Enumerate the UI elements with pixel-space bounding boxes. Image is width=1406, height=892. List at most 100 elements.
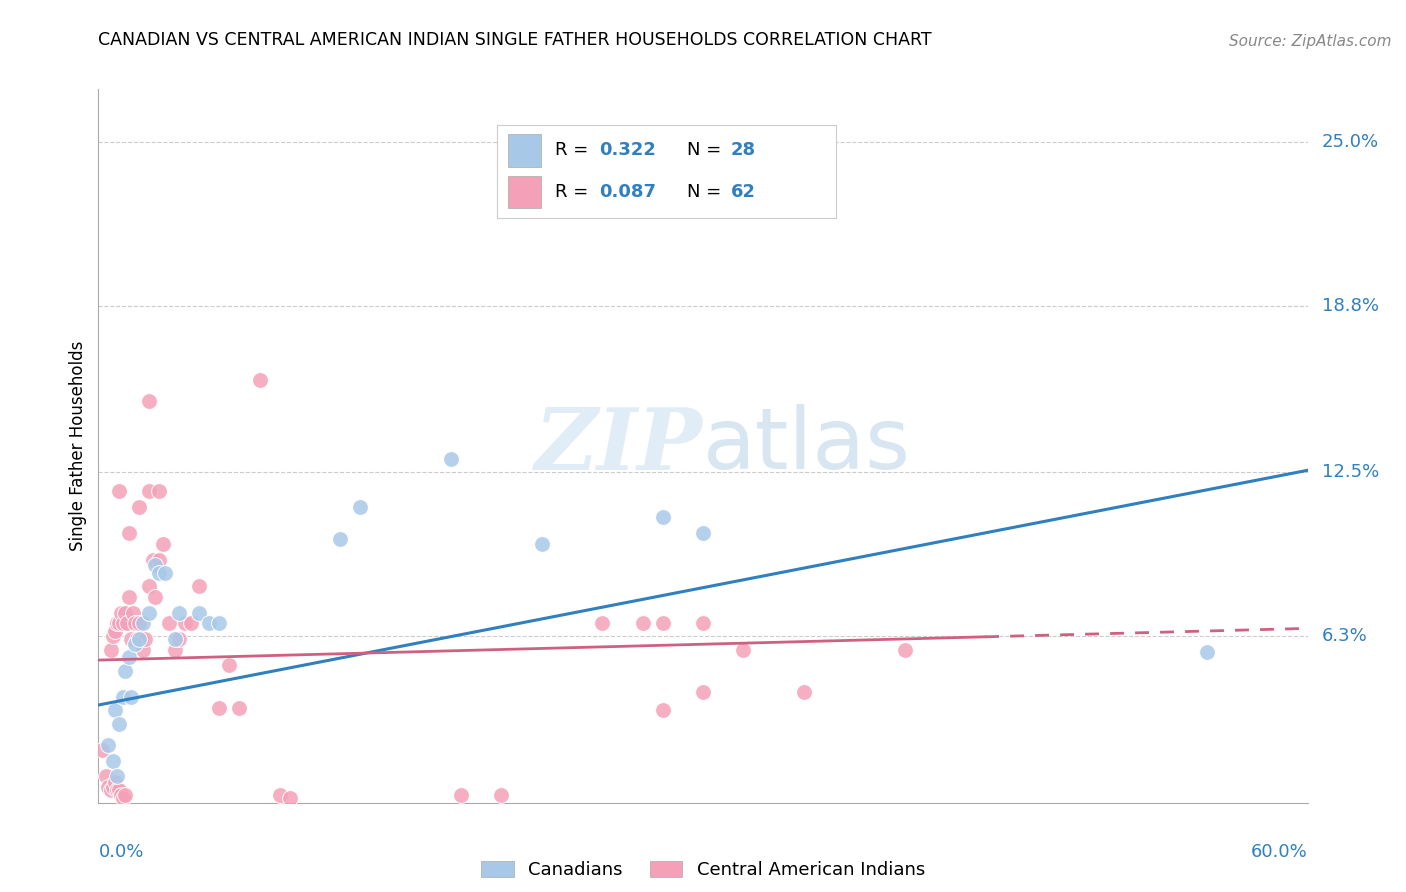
Point [269,788,291,802]
Point [148,566,170,580]
Point [450,788,472,802]
Point [198,616,221,631]
Point [733,642,755,657]
Point [128,632,150,646]
Text: 0.0%: 0.0% [98,843,143,861]
Point [692,526,714,541]
Point [142,552,165,566]
Point [107,483,129,498]
Point [110,788,132,802]
Point [124,637,146,651]
Point [134,632,156,646]
Text: 25.0%: 25.0% [1322,133,1379,151]
Point [103,624,125,638]
Point [97,738,120,752]
Point [218,658,240,673]
Point [651,616,673,631]
Text: Source: ZipAtlas.com: Source: ZipAtlas.com [1229,34,1392,49]
Text: ZIP: ZIP [536,404,703,488]
Point [692,685,714,699]
Text: atlas: atlas [703,404,911,488]
Point [96,769,118,783]
Point [591,616,613,631]
Point [651,510,673,524]
Point [118,590,141,604]
Point [107,782,129,797]
Point [530,537,553,551]
Point [118,526,141,541]
Point [893,642,915,657]
Text: N =: N = [688,183,727,201]
Point [278,790,301,805]
Point [138,394,160,409]
Point [125,632,148,646]
Point [188,579,211,593]
Point [128,500,150,514]
Point [208,700,231,714]
Legend: Canadians, Central American Indians: Canadians, Central American Indians [474,854,932,887]
Point [114,606,136,620]
Text: 12.5%: 12.5% [1322,464,1379,482]
Text: 0.087: 0.087 [599,183,657,201]
Point [97,780,120,794]
Point [440,452,463,467]
Point [111,690,134,704]
Point [129,632,152,646]
Text: 0.322: 0.322 [599,141,655,159]
Y-axis label: Single Father Households: Single Father Households [69,341,87,551]
Point [138,606,160,620]
Point [105,616,128,631]
Point [329,532,352,546]
Point [105,769,128,783]
Text: 6.3%: 6.3% [1322,627,1368,645]
Point [249,373,271,387]
Point [110,606,132,620]
Text: 28: 28 [731,141,756,159]
Point [163,642,186,657]
Point [120,632,142,646]
Point [167,632,190,646]
Point [111,616,134,631]
Point [107,716,129,731]
Point [115,616,138,631]
Point [180,616,202,631]
Point [114,664,136,678]
Point [153,566,176,580]
Point [148,552,170,566]
Point [111,790,134,805]
Point [101,629,124,643]
Point [105,782,128,797]
Point [188,606,211,620]
Point [103,774,125,789]
Text: N =: N = [688,141,727,159]
Point [148,483,170,498]
Point [163,632,186,646]
Point [491,788,513,802]
Point [121,606,143,620]
Text: CANADIAN VS CENTRAL AMERICAN INDIAN SINGLE FATHER HOUSEHOLDS CORRELATION CHART: CANADIAN VS CENTRAL AMERICAN INDIAN SING… [98,31,932,49]
Point [167,606,190,620]
Text: 18.8%: 18.8% [1322,297,1379,315]
Point [228,700,250,714]
Point [107,616,129,631]
Point [143,558,166,572]
Point [101,754,124,768]
Point [132,616,155,631]
Point [1195,645,1218,659]
Point [101,780,124,794]
Point [793,685,815,699]
Point [152,537,174,551]
Text: 62: 62 [731,183,756,201]
Point [651,703,673,717]
Point [100,782,122,797]
Point [174,616,197,631]
Text: 60.0%: 60.0% [1251,843,1308,861]
Point [132,642,155,657]
Point [208,616,231,631]
Point [631,616,654,631]
Point [349,500,371,514]
Point [91,743,114,757]
Point [143,590,166,604]
Point [103,703,125,717]
Point [120,690,142,704]
